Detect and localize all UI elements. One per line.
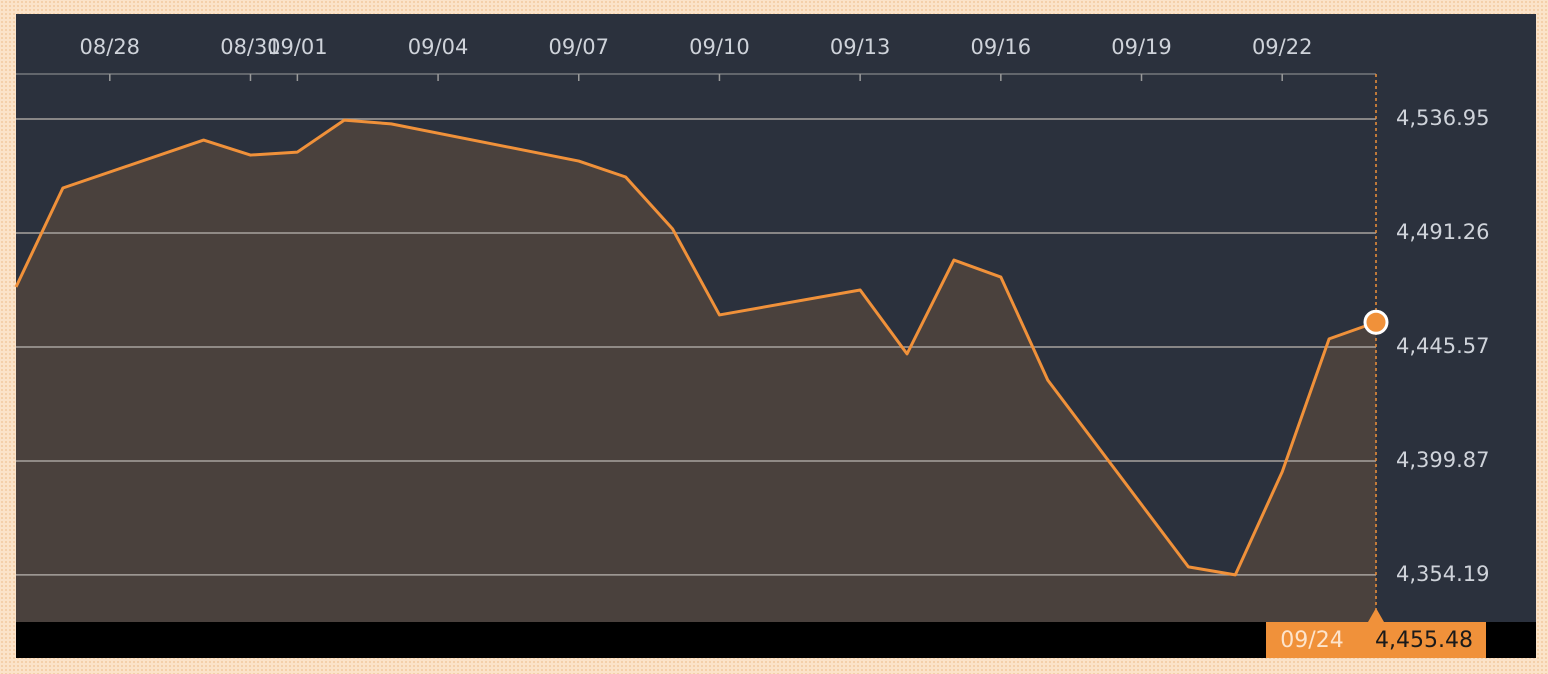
x-tick-label: 09/13: [830, 35, 891, 59]
line: [14, 118, 1377, 577]
y-tick-label: 4,399.87: [1396, 448, 1490, 472]
y-tick-label: 4,491.26: [1396, 220, 1490, 244]
x-tick-label: 09/04: [408, 35, 469, 59]
x-tick-label: 09/07: [548, 35, 609, 59]
last-date-label: 09/24: [1280, 628, 1343, 653]
last-value-label: 4,455.48: [1375, 628, 1473, 653]
x-tick-label: 09/22: [1252, 35, 1313, 59]
y-tick-label: 4,536.95: [1396, 106, 1490, 130]
x-tick-label: 08/28: [80, 35, 141, 59]
area: [16, 120, 1376, 622]
y-tick-label: 4,354.19: [1396, 562, 1490, 586]
x-tick-label: 09/16: [971, 35, 1032, 59]
x-tick-label: 08/31: [220, 35, 281, 59]
last-point: [1363, 309, 1389, 335]
x-tick-label: 09/19: [1111, 35, 1172, 59]
y-tick-label: 4,445.57: [1396, 334, 1490, 358]
x-tick-label: 09/10: [689, 35, 750, 59]
last-label-pointer: [1368, 608, 1384, 622]
last-label-box: [1266, 622, 1486, 658]
x-tick-label: 09/01: [267, 35, 328, 59]
